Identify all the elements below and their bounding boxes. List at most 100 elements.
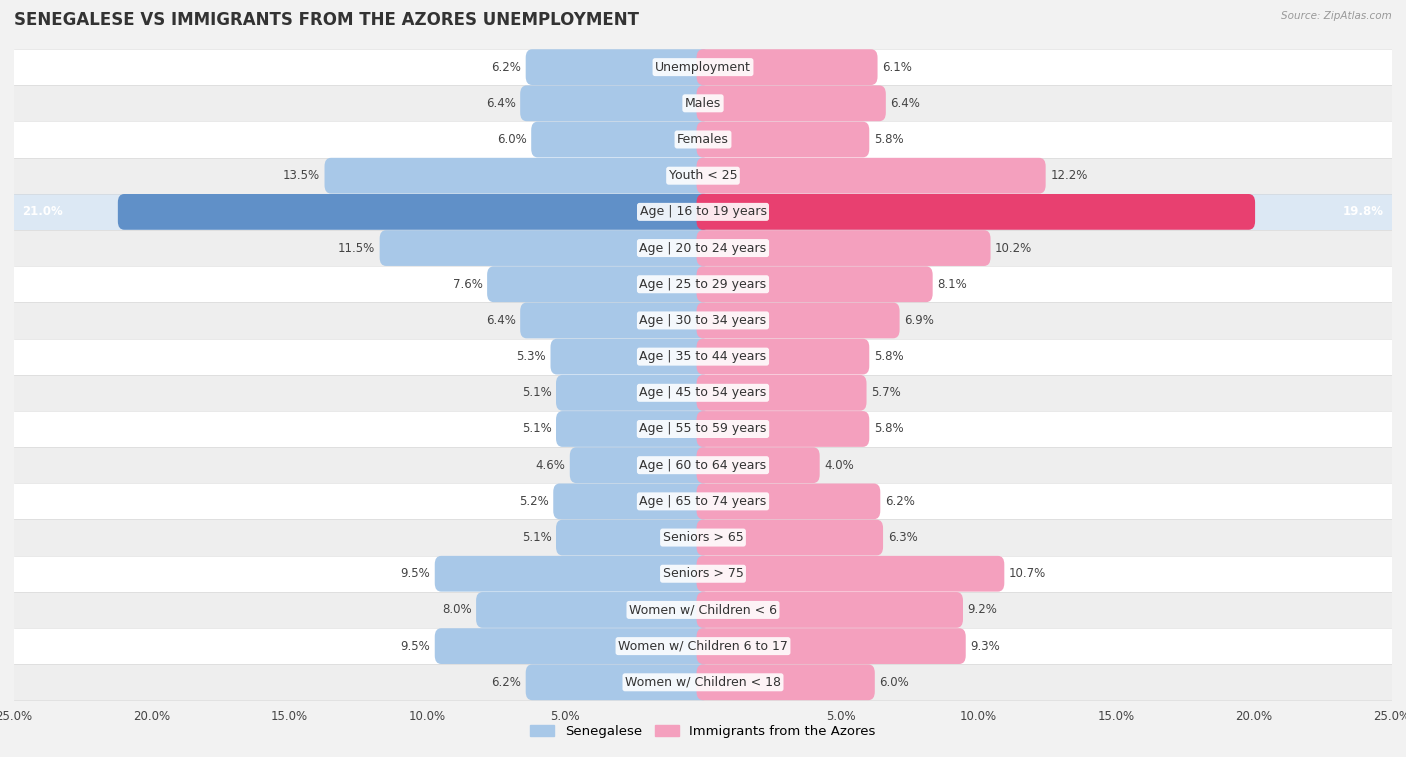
Text: 5.1%: 5.1% bbox=[522, 386, 551, 399]
Text: 6.4%: 6.4% bbox=[890, 97, 921, 110]
FancyBboxPatch shape bbox=[555, 519, 710, 556]
Bar bbox=[14, 121, 1392, 157]
FancyBboxPatch shape bbox=[526, 49, 710, 85]
FancyBboxPatch shape bbox=[696, 157, 1046, 194]
Legend: Senegalese, Immigrants from the Azores: Senegalese, Immigrants from the Azores bbox=[524, 720, 882, 743]
FancyBboxPatch shape bbox=[696, 447, 820, 483]
Text: Females: Females bbox=[678, 133, 728, 146]
FancyBboxPatch shape bbox=[434, 556, 710, 592]
FancyBboxPatch shape bbox=[486, 266, 710, 302]
Text: 10.7%: 10.7% bbox=[1010, 567, 1046, 580]
FancyBboxPatch shape bbox=[696, 338, 869, 375]
Text: Age | 60 to 64 years: Age | 60 to 64 years bbox=[640, 459, 766, 472]
FancyBboxPatch shape bbox=[696, 230, 991, 266]
Text: 6.3%: 6.3% bbox=[887, 531, 917, 544]
Text: Age | 55 to 59 years: Age | 55 to 59 years bbox=[640, 422, 766, 435]
Text: 6.2%: 6.2% bbox=[884, 495, 915, 508]
FancyBboxPatch shape bbox=[555, 411, 710, 447]
Text: 4.6%: 4.6% bbox=[536, 459, 565, 472]
FancyBboxPatch shape bbox=[531, 122, 710, 157]
Bar bbox=[14, 338, 1392, 375]
Text: 6.9%: 6.9% bbox=[904, 314, 934, 327]
Text: Age | 65 to 74 years: Age | 65 to 74 years bbox=[640, 495, 766, 508]
Text: Source: ZipAtlas.com: Source: ZipAtlas.com bbox=[1281, 11, 1392, 21]
Text: Women w/ Children 6 to 17: Women w/ Children 6 to 17 bbox=[619, 640, 787, 653]
FancyBboxPatch shape bbox=[380, 230, 710, 266]
Text: Seniors > 75: Seniors > 75 bbox=[662, 567, 744, 580]
Text: 9.3%: 9.3% bbox=[970, 640, 1000, 653]
Text: 5.1%: 5.1% bbox=[522, 422, 551, 435]
Bar bbox=[14, 49, 1392, 86]
FancyBboxPatch shape bbox=[696, 519, 883, 556]
FancyBboxPatch shape bbox=[118, 194, 710, 230]
Text: Youth < 25: Youth < 25 bbox=[669, 170, 737, 182]
Text: 5.7%: 5.7% bbox=[872, 386, 901, 399]
Text: 6.2%: 6.2% bbox=[491, 676, 522, 689]
Bar bbox=[14, 556, 1392, 592]
FancyBboxPatch shape bbox=[696, 194, 1256, 230]
Text: 6.2%: 6.2% bbox=[491, 61, 522, 73]
Text: Age | 20 to 24 years: Age | 20 to 24 years bbox=[640, 241, 766, 254]
FancyBboxPatch shape bbox=[696, 411, 869, 447]
Bar bbox=[14, 483, 1392, 519]
Text: 11.5%: 11.5% bbox=[337, 241, 375, 254]
Text: 10.2%: 10.2% bbox=[995, 241, 1032, 254]
Text: 9.5%: 9.5% bbox=[401, 640, 430, 653]
Bar bbox=[14, 411, 1392, 447]
Text: 5.8%: 5.8% bbox=[875, 350, 904, 363]
Text: 5.1%: 5.1% bbox=[522, 531, 551, 544]
FancyBboxPatch shape bbox=[696, 665, 875, 700]
Bar bbox=[14, 230, 1392, 266]
FancyBboxPatch shape bbox=[520, 303, 710, 338]
Bar bbox=[14, 519, 1392, 556]
Text: Age | 30 to 34 years: Age | 30 to 34 years bbox=[640, 314, 766, 327]
Text: Age | 45 to 54 years: Age | 45 to 54 years bbox=[640, 386, 766, 399]
FancyBboxPatch shape bbox=[696, 49, 877, 85]
FancyBboxPatch shape bbox=[551, 338, 710, 375]
FancyBboxPatch shape bbox=[477, 592, 710, 628]
Text: 6.1%: 6.1% bbox=[882, 61, 912, 73]
Text: 21.0%: 21.0% bbox=[22, 205, 63, 218]
Text: Males: Males bbox=[685, 97, 721, 110]
Text: Age | 16 to 19 years: Age | 16 to 19 years bbox=[640, 205, 766, 218]
FancyBboxPatch shape bbox=[696, 266, 932, 302]
FancyBboxPatch shape bbox=[696, 592, 963, 628]
Bar bbox=[14, 375, 1392, 411]
FancyBboxPatch shape bbox=[526, 665, 710, 700]
Text: 6.4%: 6.4% bbox=[485, 97, 516, 110]
FancyBboxPatch shape bbox=[553, 484, 710, 519]
Text: 5.2%: 5.2% bbox=[519, 495, 548, 508]
Bar bbox=[14, 266, 1392, 302]
Text: Women w/ Children < 18: Women w/ Children < 18 bbox=[626, 676, 780, 689]
FancyBboxPatch shape bbox=[569, 447, 710, 483]
Text: Age | 35 to 44 years: Age | 35 to 44 years bbox=[640, 350, 766, 363]
FancyBboxPatch shape bbox=[696, 484, 880, 519]
FancyBboxPatch shape bbox=[696, 556, 1004, 592]
Text: 6.0%: 6.0% bbox=[496, 133, 527, 146]
Text: 8.0%: 8.0% bbox=[441, 603, 471, 616]
FancyBboxPatch shape bbox=[696, 628, 966, 664]
Text: 13.5%: 13.5% bbox=[283, 170, 321, 182]
Bar bbox=[14, 592, 1392, 628]
Bar bbox=[14, 194, 1392, 230]
Bar bbox=[14, 302, 1392, 338]
Text: 7.6%: 7.6% bbox=[453, 278, 482, 291]
Text: 12.2%: 12.2% bbox=[1050, 170, 1088, 182]
Text: SENEGALESE VS IMMIGRANTS FROM THE AZORES UNEMPLOYMENT: SENEGALESE VS IMMIGRANTS FROM THE AZORES… bbox=[14, 11, 640, 30]
FancyBboxPatch shape bbox=[434, 628, 710, 664]
FancyBboxPatch shape bbox=[520, 86, 710, 121]
Text: Age | 25 to 29 years: Age | 25 to 29 years bbox=[640, 278, 766, 291]
Text: 4.0%: 4.0% bbox=[824, 459, 853, 472]
Text: 5.8%: 5.8% bbox=[875, 133, 904, 146]
FancyBboxPatch shape bbox=[325, 157, 710, 194]
Text: 5.8%: 5.8% bbox=[875, 422, 904, 435]
Bar bbox=[14, 664, 1392, 700]
FancyBboxPatch shape bbox=[696, 122, 869, 157]
Text: 9.2%: 9.2% bbox=[967, 603, 997, 616]
FancyBboxPatch shape bbox=[555, 375, 710, 411]
Text: 19.8%: 19.8% bbox=[1343, 205, 1384, 218]
FancyBboxPatch shape bbox=[696, 86, 886, 121]
FancyBboxPatch shape bbox=[696, 375, 866, 411]
Text: Women w/ Children < 6: Women w/ Children < 6 bbox=[628, 603, 778, 616]
Text: Seniors > 65: Seniors > 65 bbox=[662, 531, 744, 544]
